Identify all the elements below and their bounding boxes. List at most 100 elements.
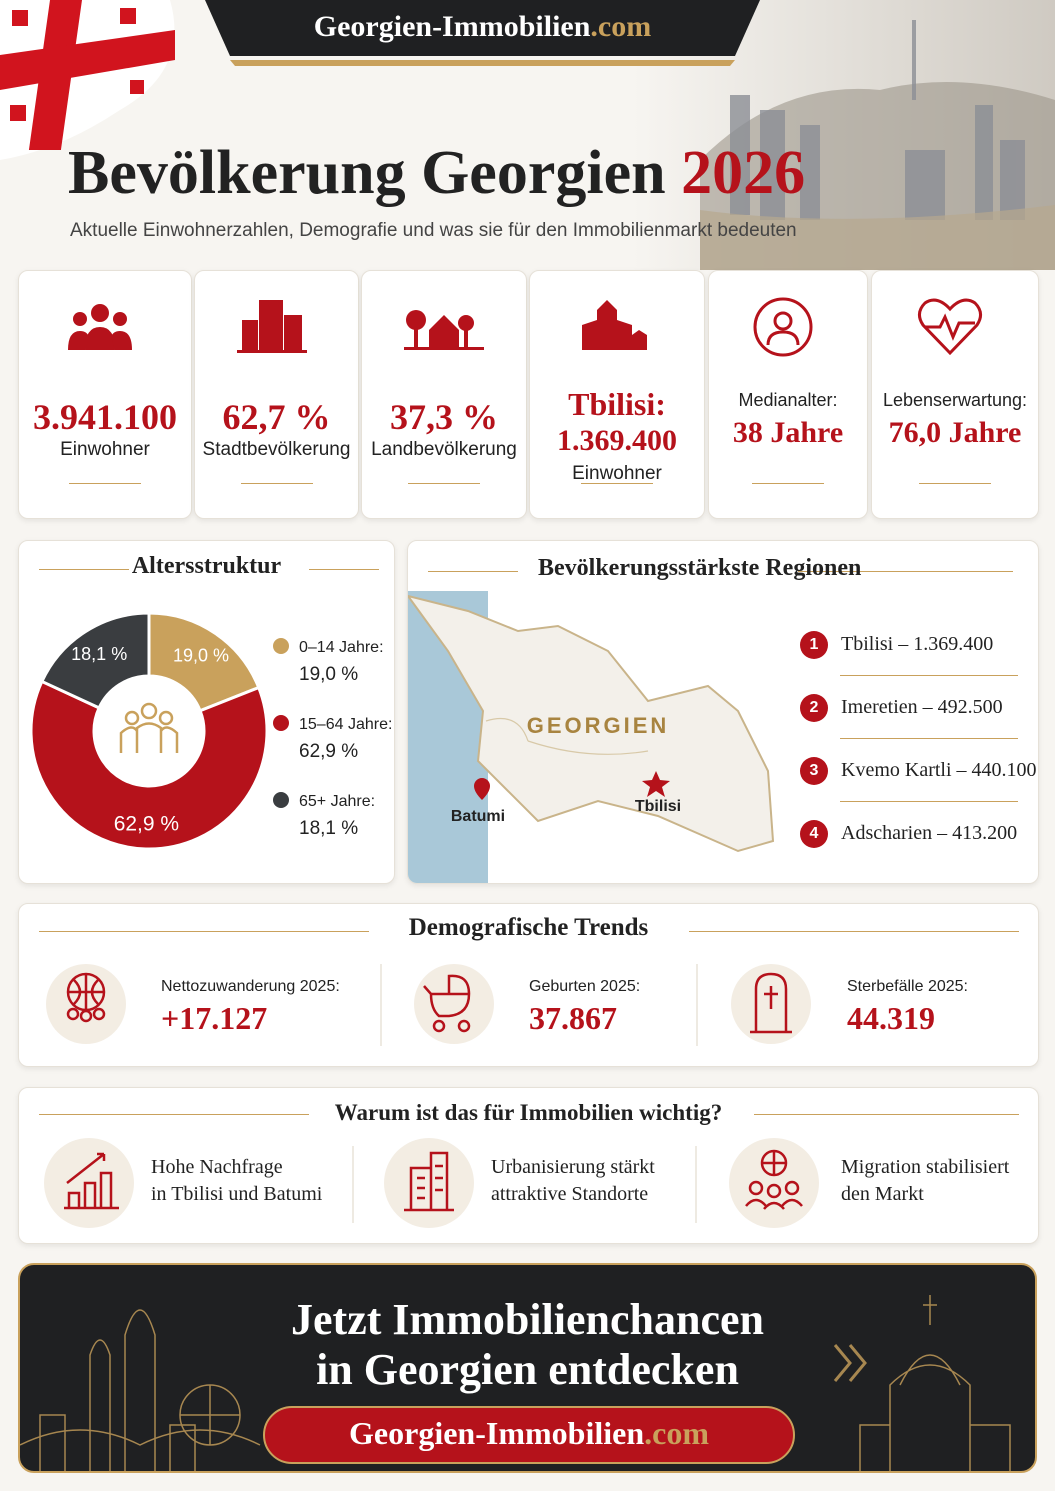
legend-value: 62,9 % [299, 741, 358, 762]
brand: Georgien-Immobilien.com [230, 10, 735, 44]
stat-top: Tbilisi: [568, 386, 666, 422]
stat-card: Lebenserwartung: 76,0 Jahre [871, 270, 1039, 519]
age-panel: Altersstruktur 19,0 % 0–14 Jahre: 19,0 % 62… [18, 540, 395, 884]
stat-label: Einwohner [60, 439, 150, 460]
cta-link[interactable]: Georgien-Immobilien.com [264, 1415, 794, 1452]
brand-name: Georgien-Immobilien [313, 10, 591, 43]
divider [919, 483, 991, 484]
why-text: Urbanisierung stärkt [491, 1156, 655, 1178]
rule [39, 1114, 309, 1115]
legend-label: 65+ Jahre: [299, 793, 375, 810]
trend-label: Geburten 2025: [529, 978, 641, 995]
stat-label: Landbevölkerung [371, 439, 517, 460]
why-text: in Tbilisi und Batumi [151, 1183, 323, 1205]
title-text: Bevölkerung Georgien [68, 139, 666, 207]
header-art [0, 0, 1055, 270]
region-text: Adscharien – 413.200 [841, 822, 1018, 844]
stat-value: 3.941.100 [33, 397, 177, 437]
trend-label: Nettozuwanderung 2025: [161, 978, 340, 995]
cta-headline[interactable]: Jetzt Immobilienchancen in Georgien entde… [20, 1295, 1035, 1395]
border [485, 717, 649, 755]
subtitle: Aktuelle Einwohnerzahlen, Demografie und… [70, 220, 797, 241]
legend-label: 0–14 Jahre: [299, 639, 384, 656]
stat-icon [404, 295, 484, 365]
section-title: Demografische Trends [408, 914, 649, 941]
region-text: Imeretien – 492.500 [841, 696, 1003, 718]
stat-card: Medianalter: 38 Jahre [708, 270, 868, 519]
stat-card: 62,7 % Stadtbevölkerung [194, 270, 359, 519]
row-rule [840, 738, 1018, 739]
legend-value: 19,0 % [299, 664, 358, 685]
rule [689, 931, 1019, 932]
stat-text: 62,7 % Stadtbevölkerung [203, 397, 351, 463]
row-rule [840, 801, 1018, 802]
trend-value: 37.867 [529, 1000, 617, 1036]
stat-text: Lebenserwartung: 76,0 Jahre [883, 387, 1027, 453]
tbilisi-star [642, 771, 670, 797]
stat-value: 76,0 Jahre [888, 416, 1022, 449]
stat-icon [236, 295, 317, 365]
icon [236, 300, 307, 353]
why-text: den Markt [841, 1183, 924, 1205]
why-text: Migration stabilisiert [841, 1156, 1010, 1178]
stat-card: Tbilisi: 1.369.400 Einwohner [529, 270, 705, 519]
stat-icon [748, 295, 828, 365]
divider [69, 483, 141, 484]
trends-panel: Demografische Trends Nettozuwanderung 20… [18, 903, 1039, 1067]
brand-name[interactable]: Georgien-Immobilien [349, 1415, 645, 1451]
city-label: Batumi [451, 808, 505, 825]
stat-label: Stadtbevölkerung [202, 439, 351, 460]
stat-card: 3.941.100 Einwohner [18, 270, 192, 519]
region-text: Kvemo Kartli – 440.100 [841, 759, 1037, 781]
rule [39, 931, 369, 932]
why-icons [44, 1138, 819, 1228]
cta-line[interactable]: in Georgien entdecken [316, 1345, 739, 1394]
stat-top: Lebenserwartung: [882, 390, 1028, 410]
stat-value: 1.369.400 [557, 424, 677, 457]
cta-line[interactable]: Jetzt Immobilienchancen [291, 1295, 764, 1344]
why-panel: Warum ist das für Immobilien wichtig? Ho… [18, 1087, 1039, 1244]
icon [753, 297, 813, 357]
section-title: Warum ist das für Immobilien wichtig? [334, 1100, 723, 1125]
stat-label: Einwohner [572, 463, 662, 484]
donut-slice [147, 611, 261, 713]
divider [752, 483, 824, 484]
center-icon [119, 702, 179, 753]
map: GEORGIEN Batumi Tbilisi [408, 591, 775, 883]
city-label: Tbilisi [635, 798, 681, 815]
slice-label: 18,1 % [71, 644, 127, 664]
rank-badge: 4 [800, 820, 828, 848]
why-text: attraktive Standorte [491, 1183, 649, 1205]
stat-icon [65, 295, 145, 365]
trend-label: Sterbefälle 2025: [847, 978, 968, 995]
title-year: 2026 [681, 139, 806, 207]
trend-value: +17.127 [161, 1000, 268, 1036]
rule [754, 1114, 1019, 1115]
icon [918, 298, 982, 356]
donut-slice [39, 611, 151, 710]
divider [240, 483, 313, 484]
brand-tld[interactable]: .com [644, 1415, 709, 1451]
rank-badge: 2 [800, 694, 828, 722]
stat-icon [577, 295, 657, 365]
divider [408, 483, 480, 484]
cta-banner: Jetzt Immobilienchancen in Georgien entde… [18, 1263, 1037, 1473]
legend-swatch [273, 792, 289, 808]
page-title: Bevölkerung Georgien 2026 [68, 138, 805, 209]
legend-swatch [273, 638, 289, 654]
rule [39, 569, 129, 570]
stat-value: 38 Jahre [732, 416, 844, 449]
trend-value: 44.319 [847, 1000, 935, 1036]
country-shape [408, 594, 775, 853]
donut-chart: 19,0 % 0–14 Jahre: 19,0 % 62,9 % 15–64 Jahre… [29, 611, 392, 851]
slice-label: 19,0 % [173, 645, 229, 665]
icon [404, 310, 484, 350]
divider [581, 483, 653, 484]
legend-label: 15–64 Jahre: [299, 716, 392, 733]
icon [68, 304, 132, 350]
donut-slice [29, 679, 269, 851]
regions-panel: Bevölkerungsstärkste Regionen GEORGIEN B… [407, 540, 1039, 884]
stat-text: 3.941.100 Einwohner [33, 397, 177, 463]
why-text: Hohe Nachfrage [151, 1156, 283, 1178]
